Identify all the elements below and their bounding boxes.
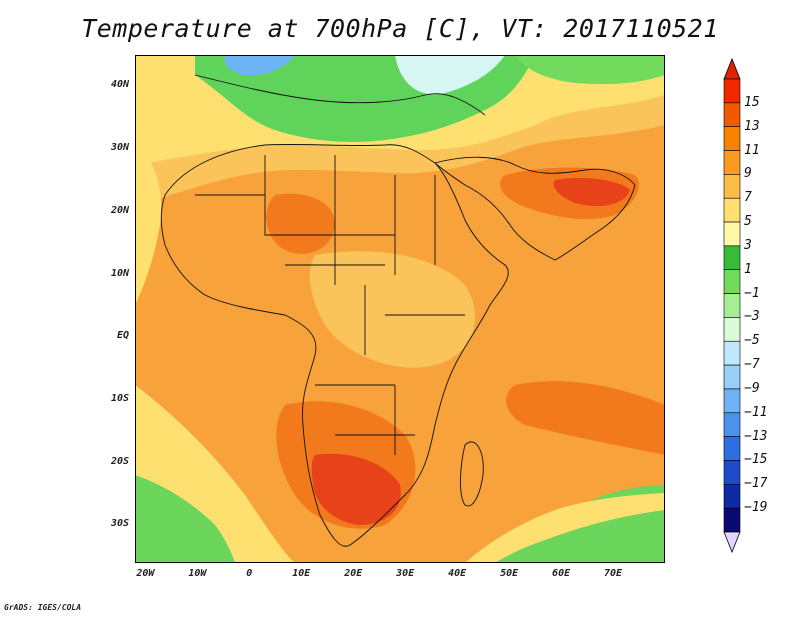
field-atlantic-west (135, 145, 162, 305)
lon-tick-label: 50E (500, 568, 519, 579)
colorbar-level-label: −3 (744, 309, 760, 325)
colorbar-swatch (723, 436, 741, 461)
field-sahara-hot (266, 193, 335, 254)
lat-tick-label: 10S (110, 392, 129, 404)
colorbar-swatch (723, 317, 741, 342)
lat-tick-label: 40N (110, 79, 129, 91)
madagascar-coastline (460, 441, 484, 507)
lon-tick-label: 0 (246, 568, 253, 579)
colorbar-level-label: 1 (744, 261, 752, 277)
colorbar-swatch (723, 412, 741, 437)
lon-tick-label: 10W (188, 568, 207, 579)
colorbar-swatch (723, 174, 741, 199)
colorbar-swatch (723, 126, 741, 151)
colorbar-level-label: −15 (744, 452, 768, 468)
lat-tick-label: 10N (110, 267, 129, 279)
field-caspian (515, 55, 665, 85)
field-india-hottest (553, 178, 630, 207)
colorbar-level-label: 5 (744, 214, 752, 230)
colorbar-swatch (723, 221, 741, 247)
colorbar-level-label: −7 (744, 357, 760, 373)
colorbar-level-label: −5 (744, 333, 760, 349)
colorbar-swatch (723, 245, 741, 271)
field-anatolia (395, 55, 505, 95)
colorbar-swatch (723, 507, 741, 533)
lat-tick-label: EQ (116, 330, 129, 342)
colorbar-swatch (723, 150, 741, 175)
mediterranean-coast (194, 74, 486, 116)
lon-tick-label: 20W (136, 568, 155, 579)
credit-text: GrADS: IGES/COLA (4, 603, 82, 612)
coastlines (160, 74, 636, 547)
lat-tick-label: 30N (110, 142, 129, 154)
field-alps (224, 55, 295, 76)
colorbar-level-label: −17 (744, 476, 768, 492)
colorbar-level-label: −13 (744, 428, 768, 444)
lon-tick-label: 60E (552, 568, 571, 579)
arabia-coastline (434, 156, 636, 261)
colorbar-level-label: −11 (744, 404, 768, 420)
colorbar-swatch (723, 197, 741, 223)
colorbar-swatch (723, 269, 741, 294)
colorbar-level-label: −9 (744, 380, 760, 396)
field-south-atlantic-green (135, 475, 235, 563)
colorbar-level-label: 11 (744, 142, 760, 158)
lon-tick-label: 70E (604, 568, 623, 579)
field-south-indian-yellow (465, 493, 665, 563)
colorbar-level-label: −19 (744, 500, 768, 516)
lat-tick-label: 20S (110, 455, 129, 467)
colorbar-level-label: 3 (744, 237, 752, 253)
africa-coastline (160, 143, 509, 547)
colorbar-level-label: 15 (744, 94, 760, 110)
country-borders (195, 155, 465, 455)
colorbar-swatch (723, 78, 741, 104)
colorbar-level-label: −1 (744, 285, 760, 301)
chart-title: Temperature at 700hPa [C], VT: 201711052… (81, 14, 719, 43)
colorbar-swatch (723, 102, 741, 127)
colorbar-swatch (723, 293, 741, 318)
colorbar-swatch (723, 364, 741, 390)
lon-tick-label: 20E (344, 568, 363, 579)
colorbar-bottom-arrow (723, 531, 741, 554)
lat-tick-label: 30S (110, 518, 129, 530)
colorbar-level-label: 9 (744, 166, 752, 182)
lon-tick-label: 30E (396, 568, 415, 579)
map-panel (135, 55, 665, 563)
colorbar-swatch (723, 460, 741, 485)
lon-tick-label: 40E (448, 568, 467, 579)
colorbar-swatch (723, 340, 741, 366)
colorbar-level-label: 7 (744, 190, 752, 206)
field-central-africa (309, 251, 475, 368)
lat-tick-label: 20N (110, 204, 129, 216)
map-frame (135, 55, 665, 563)
field-south-africa-hottest (311, 453, 401, 525)
colorbar-top-arrow (723, 57, 741, 80)
colorbar-swatch (723, 484, 741, 509)
temperature-map (135, 55, 665, 563)
field-indian-ocean-band (506, 381, 665, 455)
colorbar-level-label: 13 (744, 118, 760, 134)
colorbar-swatch (723, 388, 741, 414)
lon-tick-label: 10E (292, 568, 311, 579)
